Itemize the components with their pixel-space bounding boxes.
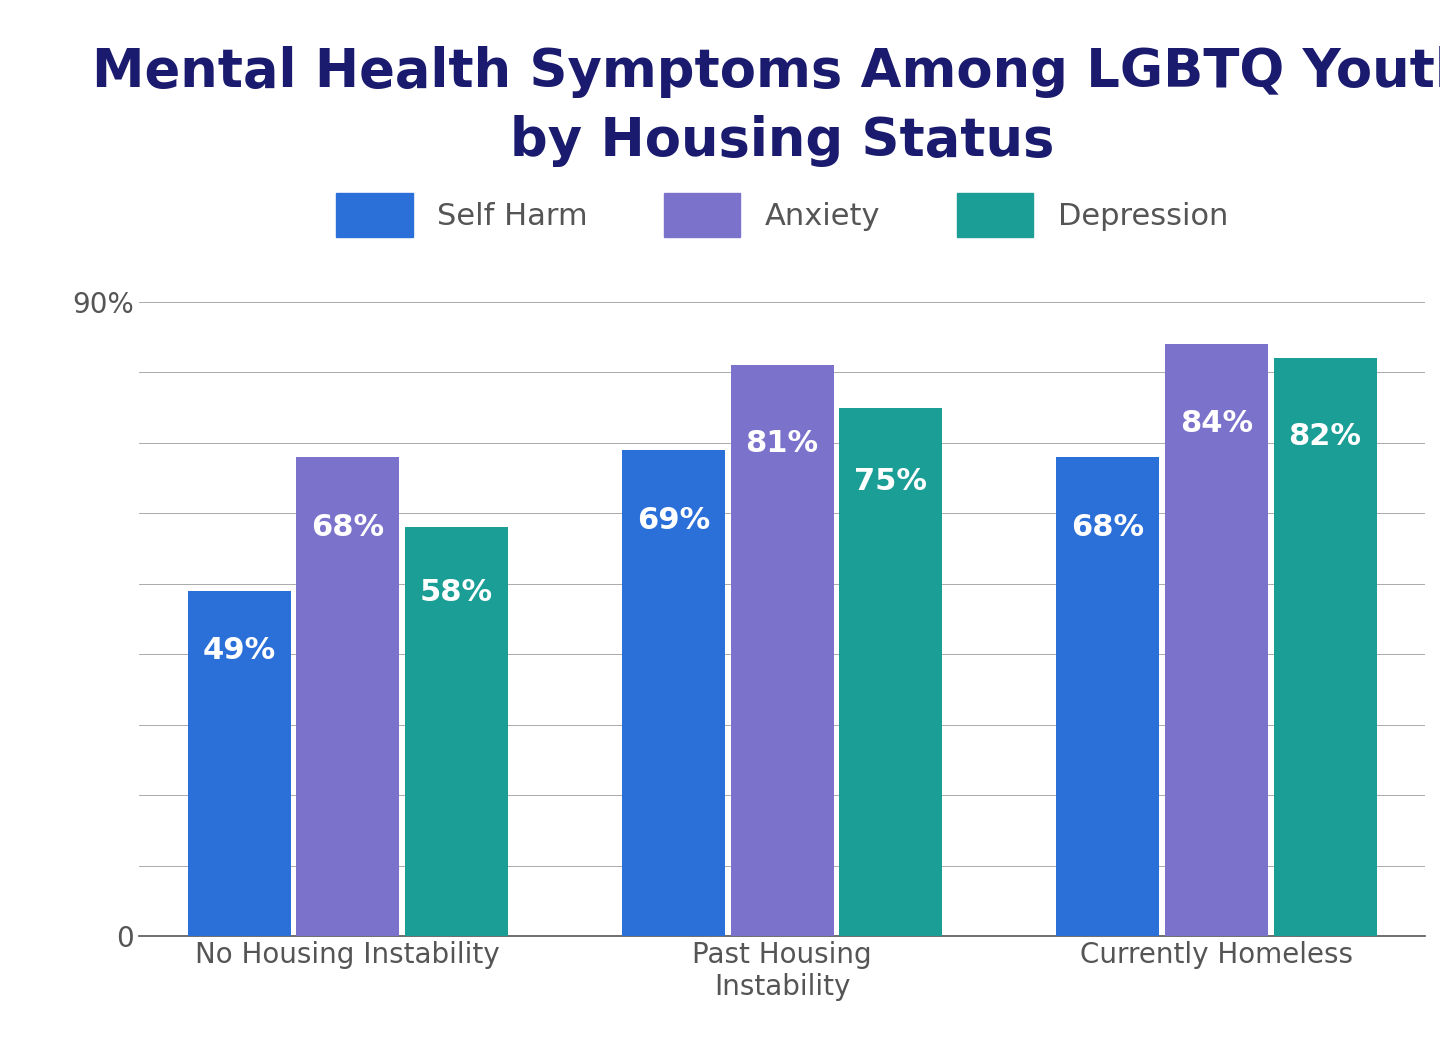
Bar — [1273, 358, 1377, 936]
Bar — [405, 528, 508, 936]
Bar — [1057, 457, 1159, 936]
Text: 68%: 68% — [311, 513, 384, 541]
Text: 58%: 58% — [419, 578, 492, 607]
Text: 75%: 75% — [854, 468, 927, 497]
Legend: Self Harm, Anxiety, Depression: Self Harm, Anxiety, Depression — [321, 178, 1243, 252]
Text: 84%: 84% — [1179, 409, 1253, 438]
Bar — [187, 591, 291, 936]
Text: 68%: 68% — [1071, 513, 1145, 541]
Bar — [297, 457, 399, 936]
Text: 69%: 69% — [636, 506, 710, 535]
Bar — [840, 408, 942, 936]
Bar — [1165, 344, 1269, 936]
Bar — [622, 450, 726, 936]
Text: 49%: 49% — [203, 636, 275, 665]
Text: 82%: 82% — [1289, 422, 1362, 451]
Bar — [730, 365, 834, 936]
Text: 81%: 81% — [746, 428, 819, 457]
Title: Mental Health Symptoms Among LGBTQ Youth
by Housing Status: Mental Health Symptoms Among LGBTQ Youth… — [92, 46, 1440, 167]
